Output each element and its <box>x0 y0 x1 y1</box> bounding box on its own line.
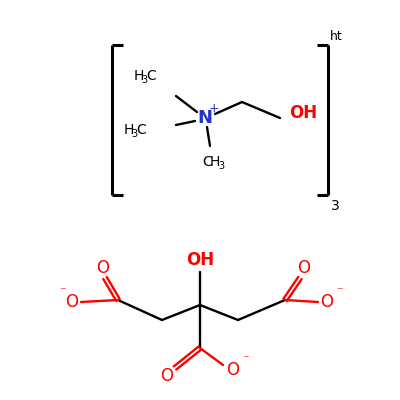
Text: ht: ht <box>330 30 343 43</box>
Text: C: C <box>202 155 212 169</box>
Text: H: H <box>210 155 220 169</box>
Text: ⁻: ⁻ <box>242 354 248 366</box>
Text: N: N <box>198 109 212 127</box>
Text: O: O <box>226 361 240 379</box>
Text: +: + <box>209 102 219 116</box>
Text: OH: OH <box>289 104 317 122</box>
Text: H: H <box>124 123 134 137</box>
Text: C: C <box>146 69 156 83</box>
Text: ⁻: ⁻ <box>336 286 342 298</box>
Text: H: H <box>134 69 144 83</box>
Text: O: O <box>66 293 78 311</box>
Text: 3: 3 <box>218 161 224 171</box>
Text: C: C <box>136 123 146 137</box>
Text: 3: 3 <box>131 129 137 139</box>
Text: O: O <box>160 367 174 385</box>
Text: O: O <box>96 259 110 277</box>
Text: ⁻: ⁻ <box>59 286 65 298</box>
Text: O: O <box>298 259 310 277</box>
Text: O: O <box>320 293 334 311</box>
Text: 3: 3 <box>331 199 340 213</box>
Text: OH: OH <box>186 251 214 269</box>
Text: 3: 3 <box>141 75 147 85</box>
